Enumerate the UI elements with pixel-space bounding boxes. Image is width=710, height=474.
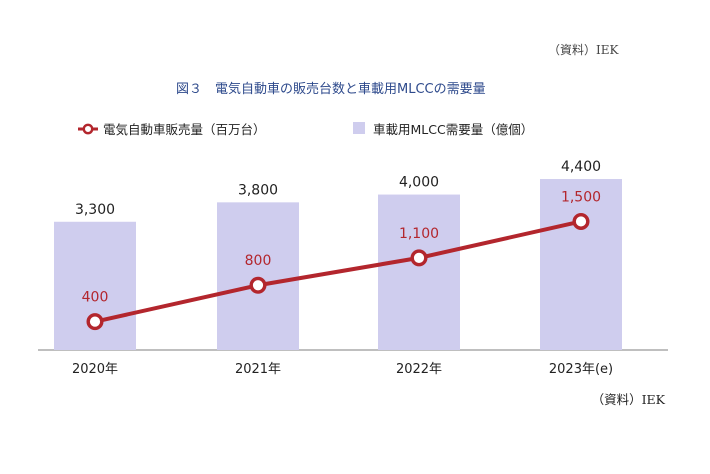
line-point-1 bbox=[86, 313, 104, 331]
bar-labels: 3,300 3,800 4,000 4,400 bbox=[75, 159, 601, 218]
bar-3 bbox=[378, 194, 460, 350]
source-note: （資料）IEK bbox=[592, 392, 666, 407]
line-value-label-1: 400 bbox=[82, 290, 109, 306]
bar-1 bbox=[54, 221, 136, 350]
x-tick-label-3: 2022年 bbox=[396, 362, 442, 377]
x-tick-label-1: 2020年 bbox=[72, 362, 118, 377]
bar-value-label-1: 3,300 bbox=[75, 202, 115, 218]
clipped-source-note: （資料）IEK bbox=[548, 43, 620, 57]
legend: 電気自動車販売量（百万台） 車載用MLCC需要量（億個） bbox=[78, 122, 533, 137]
chart-title: 図３ 電気自動車の販売台数と車載用MLCCの需要量 bbox=[176, 81, 486, 97]
line-series bbox=[86, 212, 590, 331]
x-tick-labels: 2020年 2021年 2022年 2023年(e) bbox=[72, 362, 613, 377]
legend-label-line: 電気自動車販売量（百万台） bbox=[103, 122, 266, 137]
line-point-3 bbox=[410, 249, 428, 267]
legend-label-bar: 車載用MLCC需要量（億個） bbox=[373, 122, 533, 137]
legend-bar-swatch bbox=[353, 122, 365, 134]
line-value-label-4: 1,500 bbox=[561, 189, 601, 205]
line-value-label-2: 800 bbox=[245, 253, 272, 269]
bar-value-label-3: 4,000 bbox=[399, 175, 439, 191]
x-tick-label-2: 2021年 bbox=[235, 362, 281, 377]
line-point-4 bbox=[572, 212, 590, 230]
line-point-2 bbox=[249, 276, 267, 294]
bar-value-label-4: 4,400 bbox=[561, 159, 601, 175]
bars bbox=[54, 179, 622, 350]
x-tick-label-4: 2023年(e) bbox=[549, 362, 613, 377]
bar-value-label-2: 3,800 bbox=[238, 182, 278, 198]
line-value-label-3: 1,100 bbox=[399, 226, 439, 242]
bar-4 bbox=[540, 179, 622, 350]
legend-line-marker bbox=[82, 123, 94, 135]
line-path bbox=[94, 219, 582, 324]
bar-2 bbox=[217, 202, 299, 350]
point-labels: 400 800 1,100 1,500 bbox=[82, 189, 601, 305]
